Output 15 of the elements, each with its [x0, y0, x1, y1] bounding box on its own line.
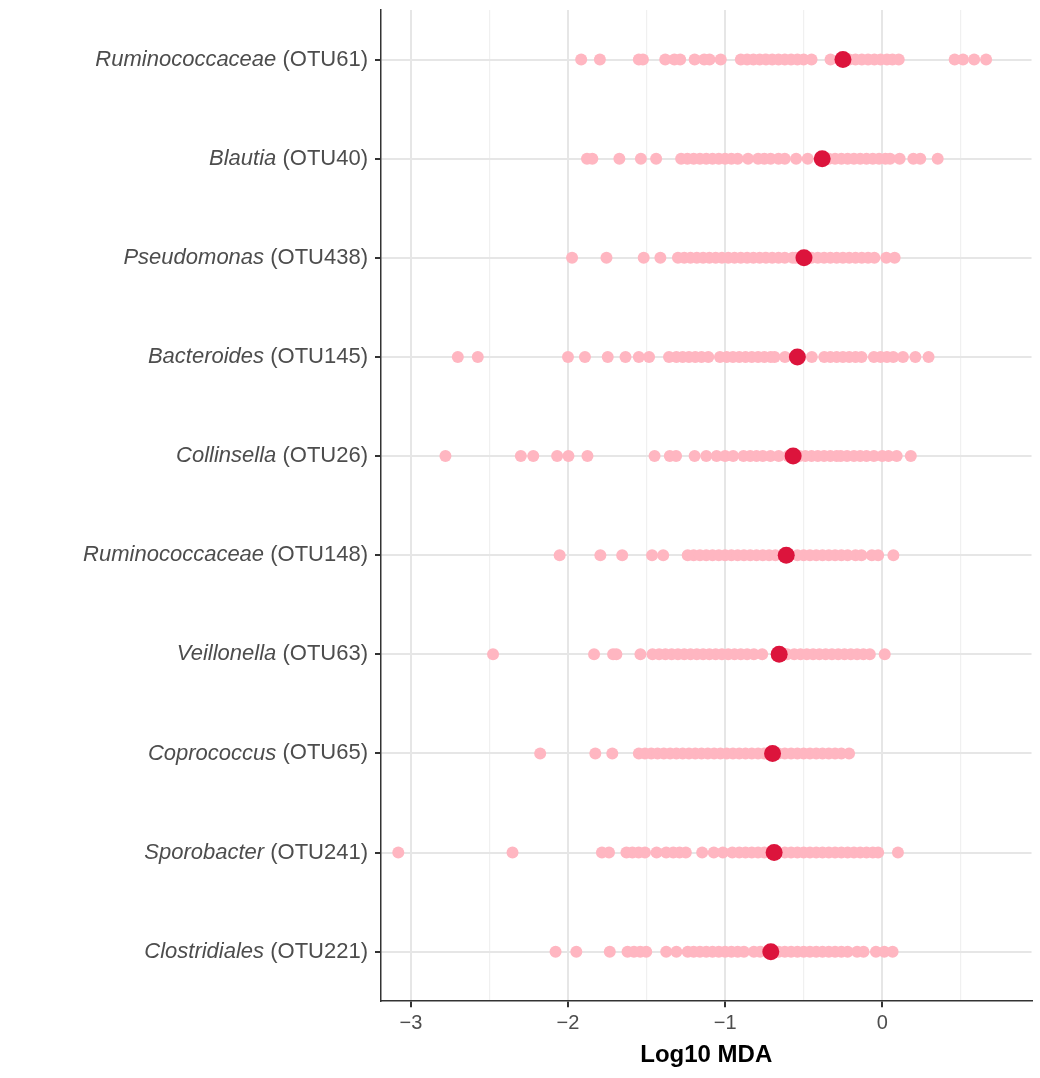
y-tick-label: Veillonella (OTU63) [176, 640, 369, 666]
y-tick-label: Blautia (OTU40) [209, 144, 369, 170]
x-tick-label: −3 [399, 1010, 423, 1033]
y-tick-label: Collinsella (OTU26) [176, 442, 369, 468]
y-tick-label: Sporobacter (OTU241) [144, 838, 369, 864]
y-tick-label: Ruminococcaceae (OTU148) [83, 541, 369, 567]
x-tick-label: −2 [556, 1010, 580, 1033]
y-tick-label: Coprococcus (OTU65) [147, 739, 369, 765]
x-axis-title: Log10 MDA [640, 1040, 773, 1068]
x-tick-label: 0 [876, 1010, 888, 1033]
y-tick-label: Bacteroides (OTU145) [147, 342, 369, 369]
y-tick-label: Clostridiales (OTU221) [144, 937, 369, 963]
x-tick-label: −1 [713, 1010, 737, 1033]
y-tick-label: Ruminococcaceae (OTU61) [95, 45, 369, 71]
y-tick-label: Pseudomonas (OTU438) [123, 243, 369, 269]
